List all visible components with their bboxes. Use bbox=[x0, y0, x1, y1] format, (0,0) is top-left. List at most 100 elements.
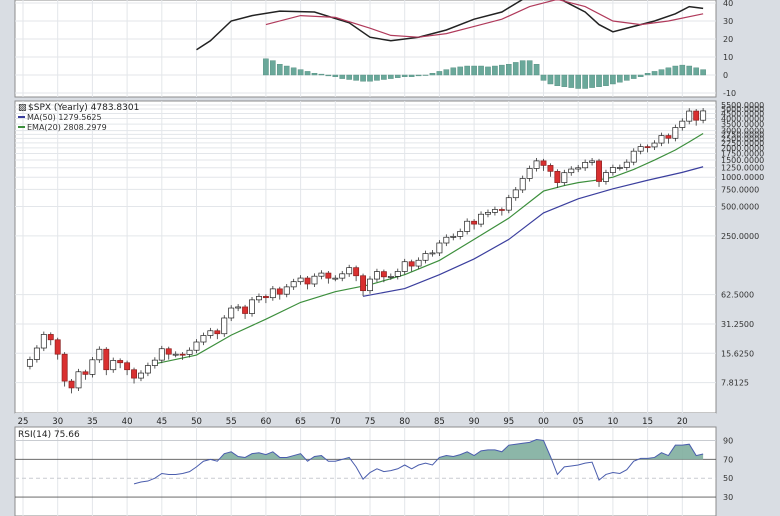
price-candle bbox=[596, 158, 602, 187]
price-candle bbox=[131, 367, 137, 384]
price-candle bbox=[380, 269, 387, 283]
price-candle bbox=[249, 296, 255, 317]
price-candle bbox=[33, 345, 40, 363]
price-y-tick-label: 2500.0000 bbox=[721, 134, 764, 143]
macd-histogram-bar bbox=[353, 74, 359, 81]
price-candle bbox=[623, 159, 630, 171]
rsi-label: RSI(14) 75.66 bbox=[18, 430, 80, 440]
macd-histogram-bar bbox=[415, 74, 422, 77]
macd-histogram-bar bbox=[575, 74, 581, 89]
price-candle bbox=[630, 148, 637, 166]
macd-histogram-bar bbox=[526, 60, 533, 76]
price-candle bbox=[332, 275, 339, 282]
macd-histogram-bar bbox=[388, 74, 394, 79]
price-candle bbox=[325, 271, 332, 284]
price-candle bbox=[443, 234, 450, 247]
macd-histogram-bar bbox=[679, 64, 686, 76]
macd-histogram-bar bbox=[603, 74, 609, 87]
macd-histogram-bar bbox=[367, 74, 373, 82]
price-candle bbox=[700, 108, 707, 124]
macd-histogram-bar bbox=[665, 67, 672, 76]
price-candle bbox=[110, 357, 117, 373]
x-tick-label: 65 bbox=[295, 417, 306, 427]
x-tick-label: 35 bbox=[87, 417, 98, 427]
price-y-tick-label: 15.6250 bbox=[721, 349, 754, 358]
price-y-tick-label: 1750.0000 bbox=[721, 149, 764, 158]
macd-histogram-bar bbox=[374, 74, 380, 81]
x-tick-label: 95 bbox=[503, 417, 514, 427]
macd-signal-line bbox=[265, 0, 704, 38]
price-gridlines bbox=[15, 101, 716, 413]
macd-histogram-bar bbox=[304, 71, 311, 76]
x-tick-label: 90 bbox=[469, 417, 480, 427]
rsi-overbought-area bbox=[437, 439, 552, 460]
macd-histogram-bar bbox=[658, 69, 665, 76]
price-candle bbox=[346, 264, 353, 277]
macd-histogram-bar bbox=[693, 67, 699, 76]
rsi-y-tick-label: 70 bbox=[723, 455, 733, 464]
macd-histogram-bar bbox=[617, 74, 623, 83]
price-candle bbox=[256, 293, 262, 303]
x-tick-label: 85 bbox=[434, 417, 445, 427]
price-candle bbox=[505, 194, 512, 214]
price-candle bbox=[582, 159, 589, 171]
price-candle bbox=[637, 143, 644, 155]
rsi-plot-area bbox=[14, 426, 717, 516]
price-candle bbox=[235, 304, 242, 312]
price-y-tick-label: 5500.0000 bbox=[721, 101, 764, 110]
macd-histogram-bar bbox=[519, 60, 526, 76]
macd-histogram-bar bbox=[408, 74, 415, 77]
x-tick-label: 10 bbox=[607, 417, 618, 427]
price-candle bbox=[686, 108, 693, 125]
price-candle bbox=[54, 337, 61, 360]
rsi-y-tick-label: 90 bbox=[723, 436, 733, 445]
macd-histogram-bar bbox=[651, 71, 658, 76]
price-candle bbox=[151, 357, 158, 369]
macd-histogram-bar bbox=[443, 69, 450, 76]
price-candle bbox=[297, 275, 304, 285]
price-candle bbox=[589, 158, 596, 166]
price-candle bbox=[276, 286, 283, 300]
macd-histogram-bar bbox=[492, 65, 498, 76]
price-y-tick-label: 4000.0000 bbox=[721, 114, 764, 123]
price-candle bbox=[360, 273, 367, 297]
macd-histogram-bar bbox=[457, 66, 464, 76]
price-y-tick-label: 7.8125 bbox=[721, 379, 749, 388]
price-candle bbox=[144, 362, 151, 377]
price-candle bbox=[117, 358, 124, 369]
macd-histogram-bar bbox=[596, 74, 602, 87]
x-tick-label: 75 bbox=[365, 417, 376, 427]
price-candle bbox=[269, 286, 276, 301]
macd-histogram-bar bbox=[401, 74, 408, 77]
price-y-tick-label: 62.5000 bbox=[721, 291, 754, 300]
price-candle bbox=[61, 352, 68, 387]
price-candle bbox=[82, 369, 89, 380]
price-candle bbox=[290, 278, 297, 290]
macd-histogram-bar bbox=[290, 67, 297, 76]
price-candle bbox=[478, 211, 484, 228]
legend-ma: MA(50) 1279.5625 bbox=[27, 113, 102, 122]
price-candle bbox=[512, 187, 519, 201]
price-y-tick-label: 2000.0000 bbox=[721, 144, 764, 153]
price-candle bbox=[47, 332, 54, 346]
price-candle bbox=[429, 250, 436, 257]
price-y-tick-label: 5000.0000 bbox=[721, 105, 764, 114]
price-legend: ▨ $SPX (Yearly) 4783.8301 MA(50) 1279.56… bbox=[18, 103, 139, 132]
price-y-tick-label: 250.0000 bbox=[721, 232, 759, 241]
price-candle bbox=[491, 206, 498, 216]
x-tick-label: 55 bbox=[226, 417, 237, 427]
price-candle bbox=[40, 331, 47, 352]
x-tick-label: 40 bbox=[122, 417, 133, 427]
macd-histogram-bar bbox=[297, 69, 304, 76]
price-candle bbox=[339, 270, 346, 282]
price-candle bbox=[554, 169, 561, 189]
moving-average-lines bbox=[154, 132, 704, 365]
price-candle bbox=[665, 133, 672, 144]
price-candle bbox=[672, 124, 679, 142]
price-candle bbox=[679, 118, 686, 131]
price-candle bbox=[387, 273, 394, 280]
price-y-tick-label: 750.0000 bbox=[721, 185, 759, 194]
x-tick-label: 30 bbox=[52, 417, 63, 427]
price-candle bbox=[311, 273, 318, 288]
